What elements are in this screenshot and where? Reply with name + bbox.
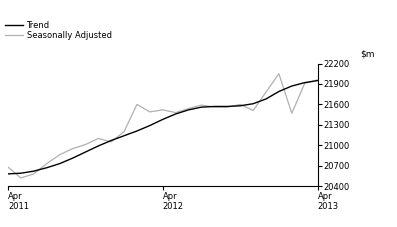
Legend: Trend, Seasonally Adjusted: Trend, Seasonally Adjusted: [5, 21, 112, 40]
Y-axis label: $m: $m: [360, 50, 374, 59]
